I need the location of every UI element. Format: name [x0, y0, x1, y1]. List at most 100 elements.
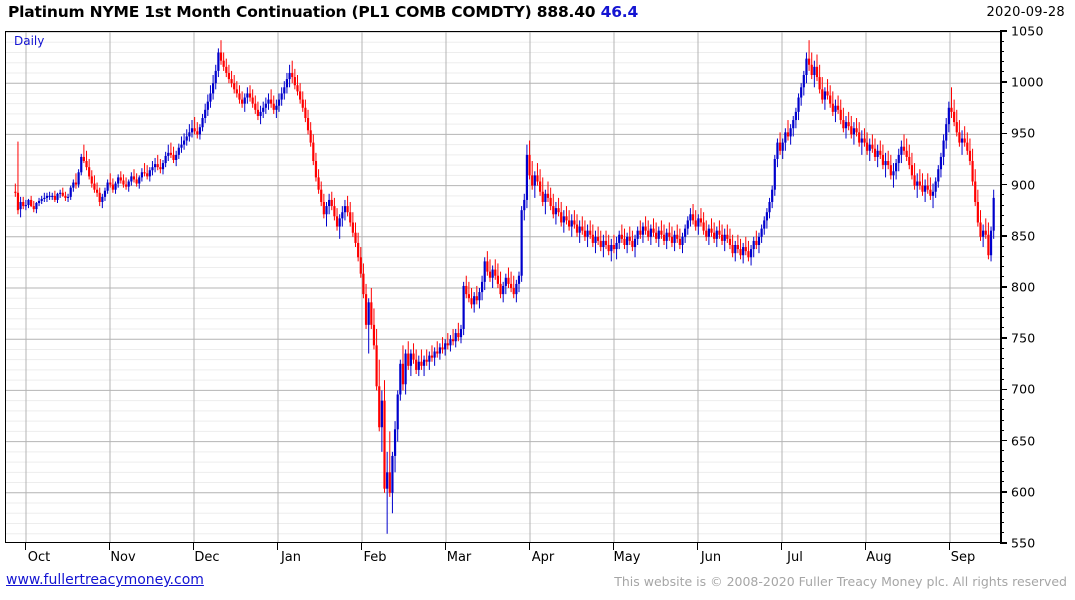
y-axis-tick-minor	[1000, 399, 1004, 401]
y-axis-label: 700	[1011, 381, 1036, 397]
x-axis-label-jul: Jul	[787, 550, 803, 565]
x-axis-tick	[529, 543, 530, 550]
time-axis: Oct Nov Dec Jan Feb Mar Apr May Jun Jul Aug Sep	[5, 543, 1000, 569]
y-axis-tick-minor	[1000, 173, 1004, 175]
y-axis-tick-minor	[1000, 61, 1004, 63]
y-axis-tick-minor	[1000, 470, 1004, 472]
plot-area[interactable]: Daily	[5, 31, 1000, 543]
y-axis-tick-minor	[1000, 429, 1004, 431]
y-axis-tick-major	[1000, 183, 1007, 186]
y-axis-tick-minor	[1000, 214, 1004, 216]
y-axis-tick-minor	[1000, 276, 1004, 278]
y-axis-label: 750	[1011, 330, 1036, 346]
y-axis-tick-major	[1000, 286, 1007, 288]
last-price: 888.40	[536, 3, 596, 21]
y-axis-tick-minor	[1000, 501, 1004, 503]
y-axis-tick-minor	[1000, 50, 1004, 52]
y-axis-tick-minor	[1000, 317, 1004, 319]
copyright-notice: This website is © 2008-2020 Fuller Treac…	[614, 574, 1067, 589]
x-axis-label-may: May	[613, 550, 641, 565]
y-axis-tick-minor	[1000, 450, 1004, 452]
y-axis-tick-minor	[1000, 306, 1004, 308]
chart-header: Platinum NYME 1st Month Continuation (PL…	[0, 0, 1075, 28]
y-axis-tick-minor	[1000, 143, 1004, 145]
y-axis-label: 600	[1011, 484, 1036, 500]
chart-date: 2020-09-28	[986, 5, 1065, 20]
y-axis-tick-minor	[1000, 460, 1004, 462]
y-axis-tick-minor	[1000, 255, 1004, 257]
y-axis-tick-major	[1000, 132, 1007, 135]
y-axis-label: 650	[1011, 433, 1036, 449]
x-axis-label-apr: Apr	[531, 550, 555, 565]
y-axis-tick-major	[1000, 81, 1007, 83]
y-axis-tick-minor	[1000, 40, 1004, 42]
y-axis-tick-minor	[1000, 122, 1004, 124]
y-axis-tick-minor	[1000, 266, 1004, 268]
y-axis-tick-minor	[1000, 378, 1004, 380]
y-axis-tick-minor	[1000, 419, 1004, 421]
y-axis-tick-major	[1000, 542, 1007, 544]
y-axis-tick-minor	[1000, 511, 1004, 513]
y-axis-tick-minor	[1000, 153, 1004, 155]
page-title: Platinum NYME 1st Month Continuation (PL…	[8, 3, 638, 21]
y-axis-tick-major	[1000, 388, 1007, 391]
instrument-name: Platinum NYME 1st Month Continuation (PL…	[8, 3, 532, 21]
y-axis-label: 850	[1011, 228, 1036, 244]
website-link[interactable]: www.fullertreacymoney.com	[6, 572, 204, 588]
x-axis-tick	[445, 543, 446, 550]
y-axis-tick-minor	[1000, 296, 1004, 298]
y-axis-label: 1000	[1011, 74, 1044, 90]
y-axis-label: 550	[1011, 535, 1036, 551]
grid-lines	[6, 32, 1000, 542]
x-axis-tick	[697, 543, 698, 550]
y-axis-tick-major	[1000, 439, 1007, 442]
x-axis-label-mar: Mar	[446, 550, 472, 565]
x-axis-label-jan: Jan	[280, 550, 302, 565]
y-axis-tick-minor	[1000, 204, 1004, 206]
timeframe-label: Daily	[14, 34, 45, 48]
x-axis-label-feb: Feb	[363, 550, 387, 565]
price-axis: 550 600 650 700 750 800 850 900 950 1000 1050	[1000, 24, 1075, 551]
y-axis-label: 1050	[1011, 23, 1044, 39]
x-axis-label-nov: Nov	[110, 550, 136, 565]
y-axis-tick-major	[1000, 235, 1007, 237]
chart-footer: www.fullertreacymoney.com This website i…	[0, 572, 1075, 596]
y-axis-tick-minor	[1000, 347, 1004, 349]
y-axis-tick-major	[1000, 337, 1007, 339]
x-axis-tick	[865, 543, 866, 550]
y-axis-tick-minor	[1000, 102, 1004, 104]
x-axis-label-jun: Jun	[700, 550, 722, 565]
x-axis-tick	[949, 543, 950, 550]
y-axis-tick-minor	[1000, 71, 1004, 73]
candlestick-series	[14, 40, 995, 534]
y-axis-tick-minor	[1000, 194, 1004, 196]
x-axis-label-sep: Sep	[950, 550, 976, 565]
y-axis-tick-minor	[1000, 532, 1004, 534]
y-axis-tick-minor	[1000, 481, 1004, 483]
x-axis-tick	[361, 543, 362, 550]
y-axis-label: 800	[1011, 279, 1036, 295]
x-axis-label-aug: Aug	[866, 550, 892, 565]
y-axis-tick-minor	[1000, 327, 1004, 329]
y-axis-tick-major	[1000, 491, 1007, 493]
y-axis-tick-minor	[1000, 91, 1004, 93]
y-axis-label: 950	[1011, 125, 1036, 141]
x-axis-tick	[277, 543, 278, 550]
x-axis-label-oct: Oct	[27, 550, 51, 565]
x-axis-tick	[613, 543, 614, 550]
x-axis-tick	[193, 543, 194, 550]
x-axis-tick	[25, 543, 26, 550]
price-change: 46.4	[600, 3, 639, 21]
y-axis-tick-minor	[1000, 225, 1004, 227]
x-axis-tick	[781, 543, 782, 550]
y-axis-tick-minor	[1000, 522, 1004, 524]
y-axis-tick-minor	[1000, 112, 1004, 114]
y-axis-tick-minor	[1000, 245, 1004, 247]
y-axis-label: 900	[1011, 177, 1036, 193]
plot-area-wrapper: Daily	[5, 31, 1000, 543]
y-axis-tick-minor	[1000, 409, 1004, 411]
y-axis-tick-minor	[1000, 358, 1004, 360]
y-axis-tick-minor	[1000, 368, 1004, 370]
x-axis-label-dec: Dec	[194, 550, 220, 565]
